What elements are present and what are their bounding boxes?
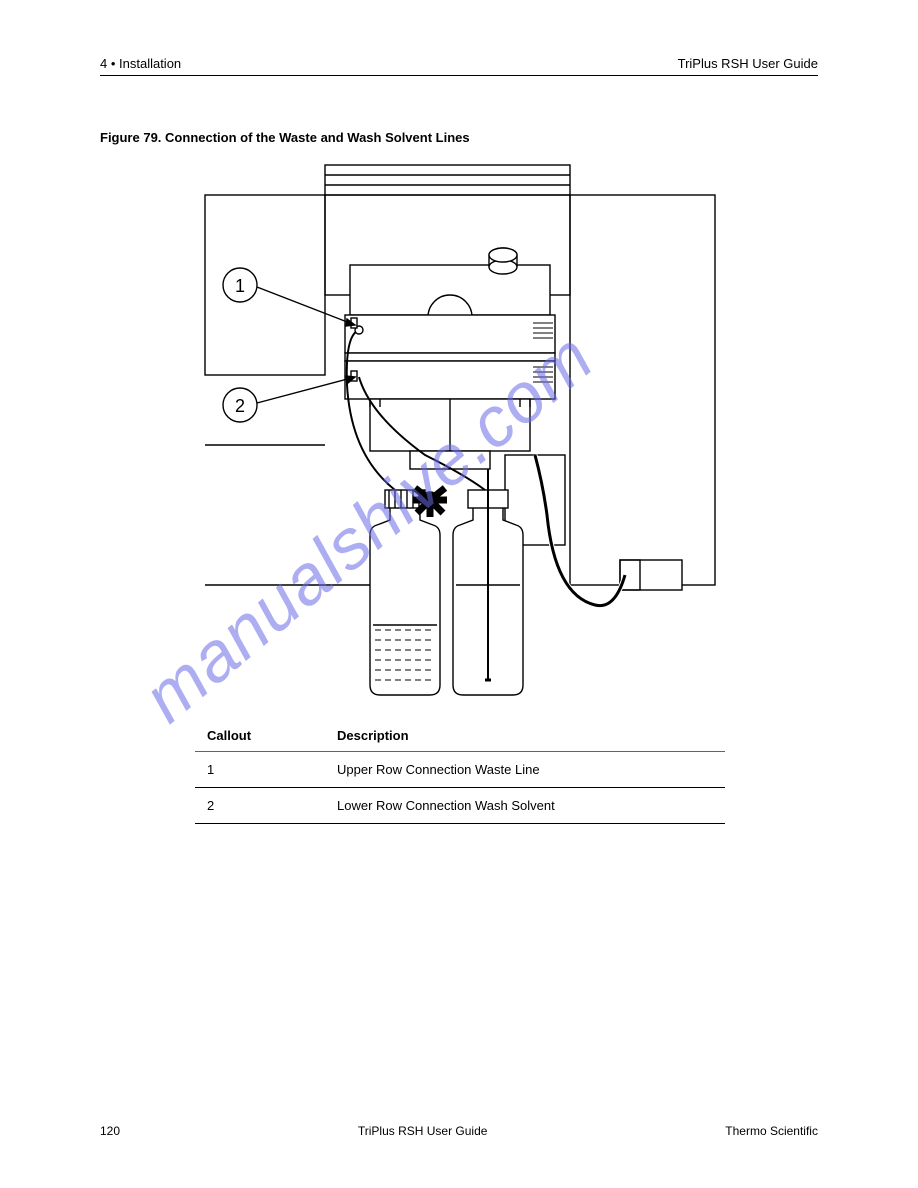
table-header-description: Description: [325, 720, 725, 752]
footer-brand: Thermo Scientific: [725, 1124, 818, 1138]
table-header-row: Callout Description: [195, 720, 725, 752]
footer-page-number: 120: [100, 1124, 120, 1138]
table-cell-callout: 1: [195, 752, 325, 788]
header-right: TriPlus RSH User Guide: [678, 56, 818, 71]
table-row: 1 Upper Row Connection Waste Line: [195, 752, 725, 788]
footer-title: TriPlus RSH User Guide: [358, 1124, 488, 1138]
header-left: 4 • Installation: [100, 56, 181, 71]
callout-table: Callout Description 1 Upper Row Connecti…: [195, 720, 725, 824]
callout-2-label: 2: [235, 396, 245, 416]
callout-1-label: 1: [235, 276, 245, 296]
diagram: 1 2: [195, 155, 725, 715]
table-cell-description: Lower Row Connection Wash Solvent: [325, 788, 725, 824]
table-cell-callout: 2: [195, 788, 325, 824]
table-cell-description: Upper Row Connection Waste Line: [325, 752, 725, 788]
figure-caption-prefix: Figure 79.: [100, 130, 161, 145]
page-header: 4 • Installation TriPlus RSH User Guide: [100, 56, 818, 76]
table-header-callout: Callout: [195, 720, 325, 752]
page-footer: 120 TriPlus RSH User Guide Thermo Scient…: [100, 1124, 818, 1138]
diagram-svg: 1 2: [195, 155, 725, 715]
table-row: 2 Lower Row Connection Wash Solvent: [195, 788, 725, 824]
figure-caption-text: Connection of the Waste and Wash Solvent…: [165, 130, 470, 145]
figure-caption: Figure 79. Connection of the Waste and W…: [100, 130, 470, 145]
